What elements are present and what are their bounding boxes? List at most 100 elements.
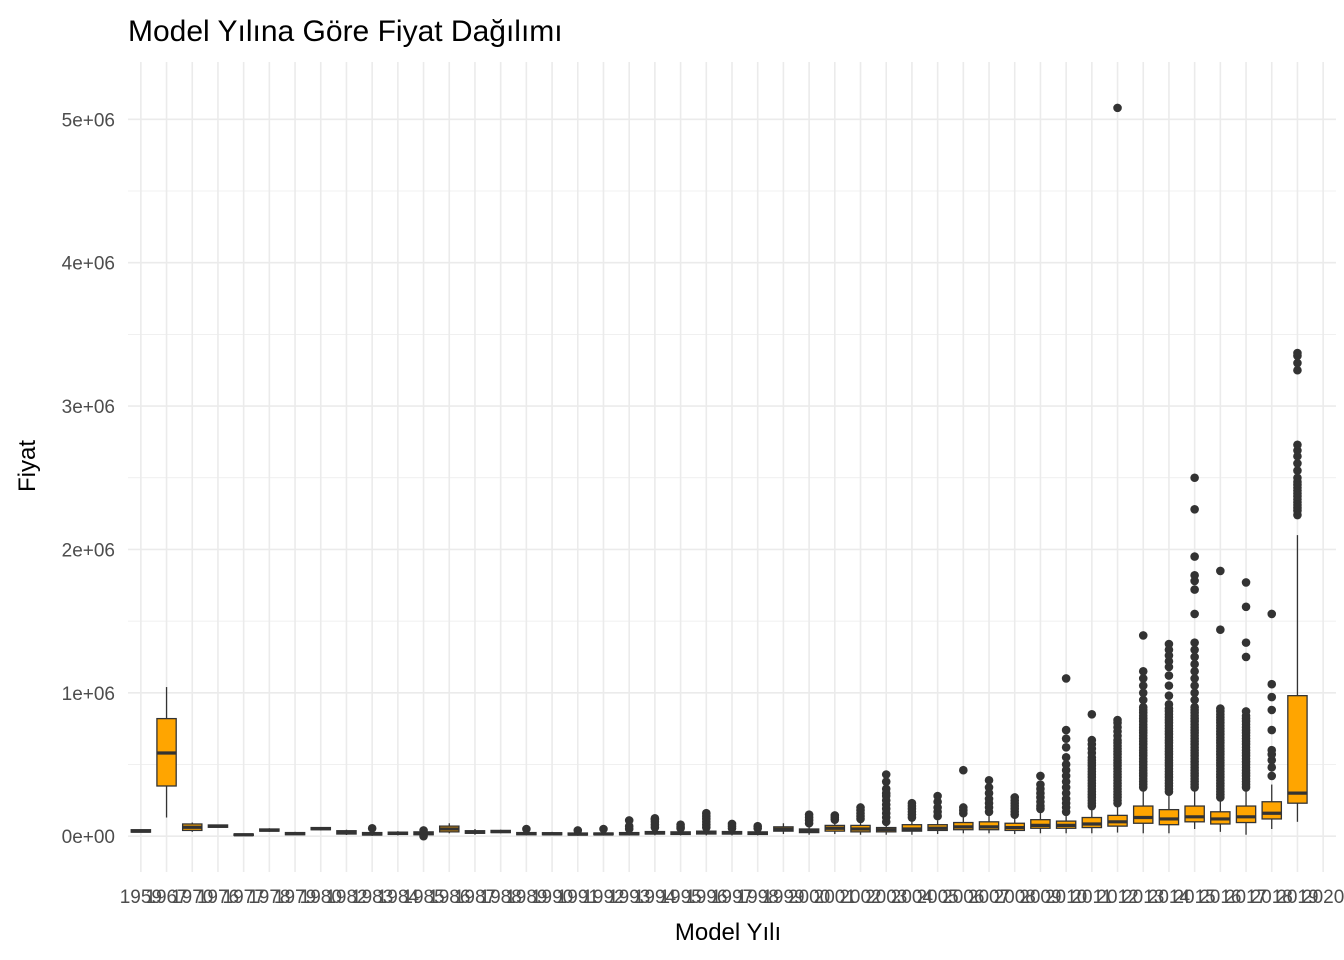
box-1978 (259, 828, 280, 832)
x-tick-label: 2016 (1199, 887, 1241, 908)
x-tick-label: 2006 (942, 887, 984, 908)
y-tick-label: 4e+06 (62, 254, 115, 275)
outlier-point (1241, 602, 1251, 612)
x-tick-label: 1986 (428, 887, 470, 908)
box-1980 (310, 826, 332, 831)
outlier-point (1061, 674, 1071, 683)
outlier-point (1138, 666, 1148, 676)
outlier-point (1190, 552, 1199, 561)
x-tick-label: 2012 (1096, 887, 1138, 908)
outlier-point (959, 765, 968, 775)
x-tick-label: 1967 (145, 887, 187, 908)
outlier-point (1267, 725, 1277, 735)
outlier-point (881, 777, 891, 786)
outlier-point (1267, 679, 1277, 689)
outlier-point (1216, 566, 1225, 576)
box-2011 (1081, 710, 1103, 834)
box-2019 (1287, 348, 1308, 822)
outlier-point (1164, 681, 1174, 690)
outlier-point (599, 824, 608, 834)
outlier-point (1190, 652, 1199, 662)
box-2002 (850, 803, 871, 835)
boxplot-series (130, 103, 1308, 841)
box-2007 (978, 775, 1000, 834)
box-iqr (1184, 805, 1205, 823)
box-1998 (747, 821, 768, 836)
outlier-point (1061, 734, 1071, 743)
outlier-point (1190, 570, 1199, 580)
outlier-point (1241, 638, 1251, 647)
box-1997 (721, 819, 743, 836)
outlier-point (984, 783, 994, 792)
outlier-point (1190, 645, 1199, 655)
outlier-point (1087, 710, 1097, 719)
x-tick-label: 2004 (891, 887, 934, 908)
outlier-point (1241, 652, 1251, 662)
x-tick-label: 2007 (968, 887, 1010, 908)
outlier-point (1190, 681, 1199, 690)
outlier-point (419, 826, 428, 835)
box-2018 (1261, 609, 1283, 829)
box-iqr (1158, 808, 1180, 826)
x-tick-label: 1999 (762, 887, 804, 908)
box-2006 (953, 765, 974, 834)
x-tick-label: 1990 (531, 887, 573, 908)
x-tick-label: 1987 (454, 887, 496, 908)
box-1959 (130, 829, 152, 833)
box-1977 (233, 833, 254, 837)
outlier-point (1293, 365, 1302, 375)
x-tick-label: 1979 (274, 887, 316, 908)
x-tick-label: 2009 (1019, 887, 1061, 908)
box-2001 (824, 811, 846, 835)
box-2012 (1107, 103, 1128, 833)
outlier-point (1267, 763, 1277, 772)
box-1984 (387, 831, 409, 836)
box-1970 (181, 822, 203, 832)
y-tick-label: 3e+06 (62, 397, 115, 418)
box-2015 (1184, 473, 1205, 829)
outlier-point (1267, 692, 1277, 702)
outlier-point (1138, 681, 1148, 690)
box-1986 (438, 823, 460, 834)
outlier-point (1190, 702, 1199, 712)
outlier-point (1061, 742, 1071, 752)
x-axis-title: Model Yılı (675, 919, 781, 946)
box-iqr (1287, 695, 1308, 804)
outlier-point (1190, 659, 1199, 669)
x-tick-label: 1989 (505, 887, 547, 908)
outlier-point (907, 798, 917, 808)
x-tick-label: 1991 (557, 887, 599, 908)
box-1996 (696, 808, 717, 836)
box-1994 (644, 813, 666, 836)
x-tick-label: 2000 (788, 887, 830, 908)
outlier-point (1138, 688, 1148, 698)
box-2008 (1004, 793, 1026, 835)
outlier-point (1010, 793, 1020, 802)
y-tick-label: 2e+06 (62, 540, 115, 561)
outlier-point (1190, 585, 1199, 594)
outlier-point (1138, 702, 1148, 712)
box-1995 (670, 820, 691, 836)
outlier-point (933, 791, 942, 801)
box-1979 (284, 831, 306, 836)
outlier-point (856, 803, 865, 812)
box-2017 (1235, 578, 1257, 835)
box-1989 (516, 824, 537, 836)
outlier-point (727, 819, 737, 829)
outlier-point (1241, 707, 1251, 716)
x-tick-label: 2011 (1071, 887, 1112, 908)
outlier-point (650, 813, 660, 823)
outlier-point (1164, 691, 1174, 700)
x-tick-label: 1959 (120, 887, 162, 908)
box-iqr (1261, 801, 1283, 820)
x-tick-label: 1996 (685, 887, 727, 908)
outlier-point (1293, 440, 1302, 450)
box-2004 (901, 798, 923, 835)
outlier-point (1190, 688, 1199, 698)
outlier-point (1113, 715, 1122, 725)
x-tick-label: 2017 (1225, 887, 1267, 908)
outlier-point (1190, 666, 1199, 676)
outlier-point (676, 820, 685, 829)
x-tick-label: 1985 (402, 887, 444, 908)
